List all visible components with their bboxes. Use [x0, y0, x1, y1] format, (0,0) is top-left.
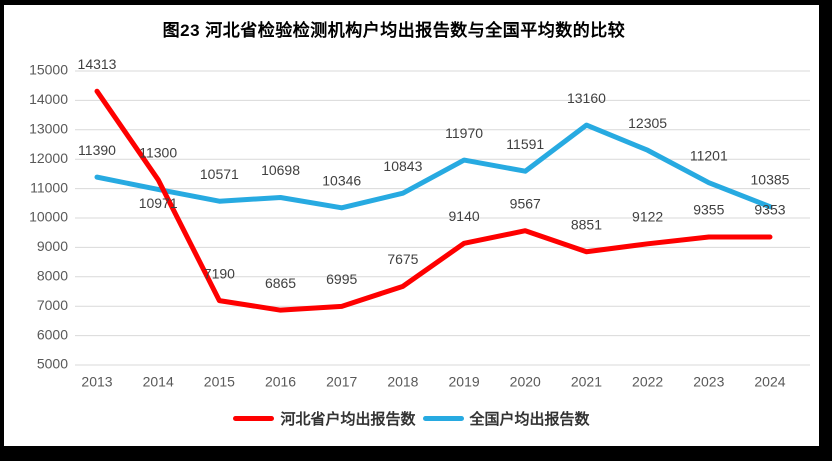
x-tick-label: 2016 — [265, 374, 296, 390]
y-tick-label: 15000 — [29, 62, 68, 78]
legend-line-blue-icon — [422, 416, 464, 421]
x-tick-label: 2018 — [387, 374, 418, 390]
y-tick-label: 10000 — [29, 209, 68, 225]
data-label: 12305 — [628, 115, 667, 131]
x-tick-label: 2013 — [81, 374, 112, 390]
x-tick-label: 2022 — [632, 374, 663, 390]
y-tick-label: 12000 — [29, 150, 68, 166]
data-label: 14313 — [78, 56, 117, 72]
data-label: 10843 — [383, 158, 422, 174]
data-label: 11390 — [78, 142, 116, 158]
x-tick-label: 2015 — [204, 374, 235, 390]
y-tick-label: 13000 — [29, 121, 68, 137]
x-tick-label: 2023 — [693, 374, 724, 390]
data-label: 11201 — [690, 147, 728, 163]
data-label: 11591 — [506, 136, 544, 152]
data-label: 7675 — [387, 251, 418, 267]
data-label: 10571 — [200, 166, 239, 182]
data-label: 8851 — [571, 216, 602, 232]
data-label: 6995 — [326, 271, 357, 287]
data-label: 10346 — [322, 173, 361, 189]
y-tick-label: 14000 — [29, 91, 68, 107]
legend-label-hebei: 河北省户均出报告数 — [280, 411, 416, 428]
y-tick-label: 9000 — [37, 238, 68, 254]
legend-label-national: 全国户均出报告数 — [469, 411, 590, 428]
data-label: 9355 — [693, 202, 724, 218]
data-label: 9122 — [632, 209, 663, 225]
chart-legend: 河北省户均出报告数 全国户均出报告数 — [4, 408, 819, 429]
y-tick-label: 8000 — [37, 268, 68, 284]
data-label: 10698 — [261, 162, 300, 178]
data-label: 10971 — [139, 195, 178, 211]
chart-title: 图23 河北省检验检测机构户均出报告数与全国平均数的比较 — [162, 21, 626, 40]
x-tick-label: 2019 — [449, 374, 480, 390]
y-tick-label: 6000 — [37, 326, 68, 342]
data-label: 6865 — [265, 275, 296, 291]
x-tick-label: 2017 — [326, 374, 357, 390]
x-tick-label: 2020 — [510, 374, 541, 390]
data-label: 11970 — [445, 125, 483, 141]
data-label: 11300 — [139, 144, 177, 160]
legend-line-red-icon — [233, 416, 275, 421]
series-line — [94, 88, 773, 313]
x-tick-label: 2024 — [754, 374, 785, 390]
data-label: 9140 — [449, 208, 480, 224]
data-label: 7190 — [204, 265, 235, 281]
data-label: 10385 — [751, 171, 790, 187]
series-line — [94, 122, 773, 211]
chart-canvas: 5000 6000 7000 8000 9000 10000 11000 12000 13000… — [29, 56, 810, 390]
data-label: 9567 — [510, 195, 541, 211]
legend-item-hebei: 河北省户均出报告数 — [233, 408, 416, 429]
y-tick-label: 11000 — [30, 179, 68, 195]
y-tick-label: 7000 — [37, 297, 68, 313]
data-label: 9353 — [754, 202, 785, 218]
y-tick-label: 5000 — [37, 356, 68, 372]
data-label: 13160 — [567, 90, 606, 106]
x-tick-label: 2021 — [571, 374, 602, 390]
legend-item-national: 全国户均出报告数 — [422, 408, 590, 429]
x-tick-label: 2014 — [143, 374, 174, 390]
